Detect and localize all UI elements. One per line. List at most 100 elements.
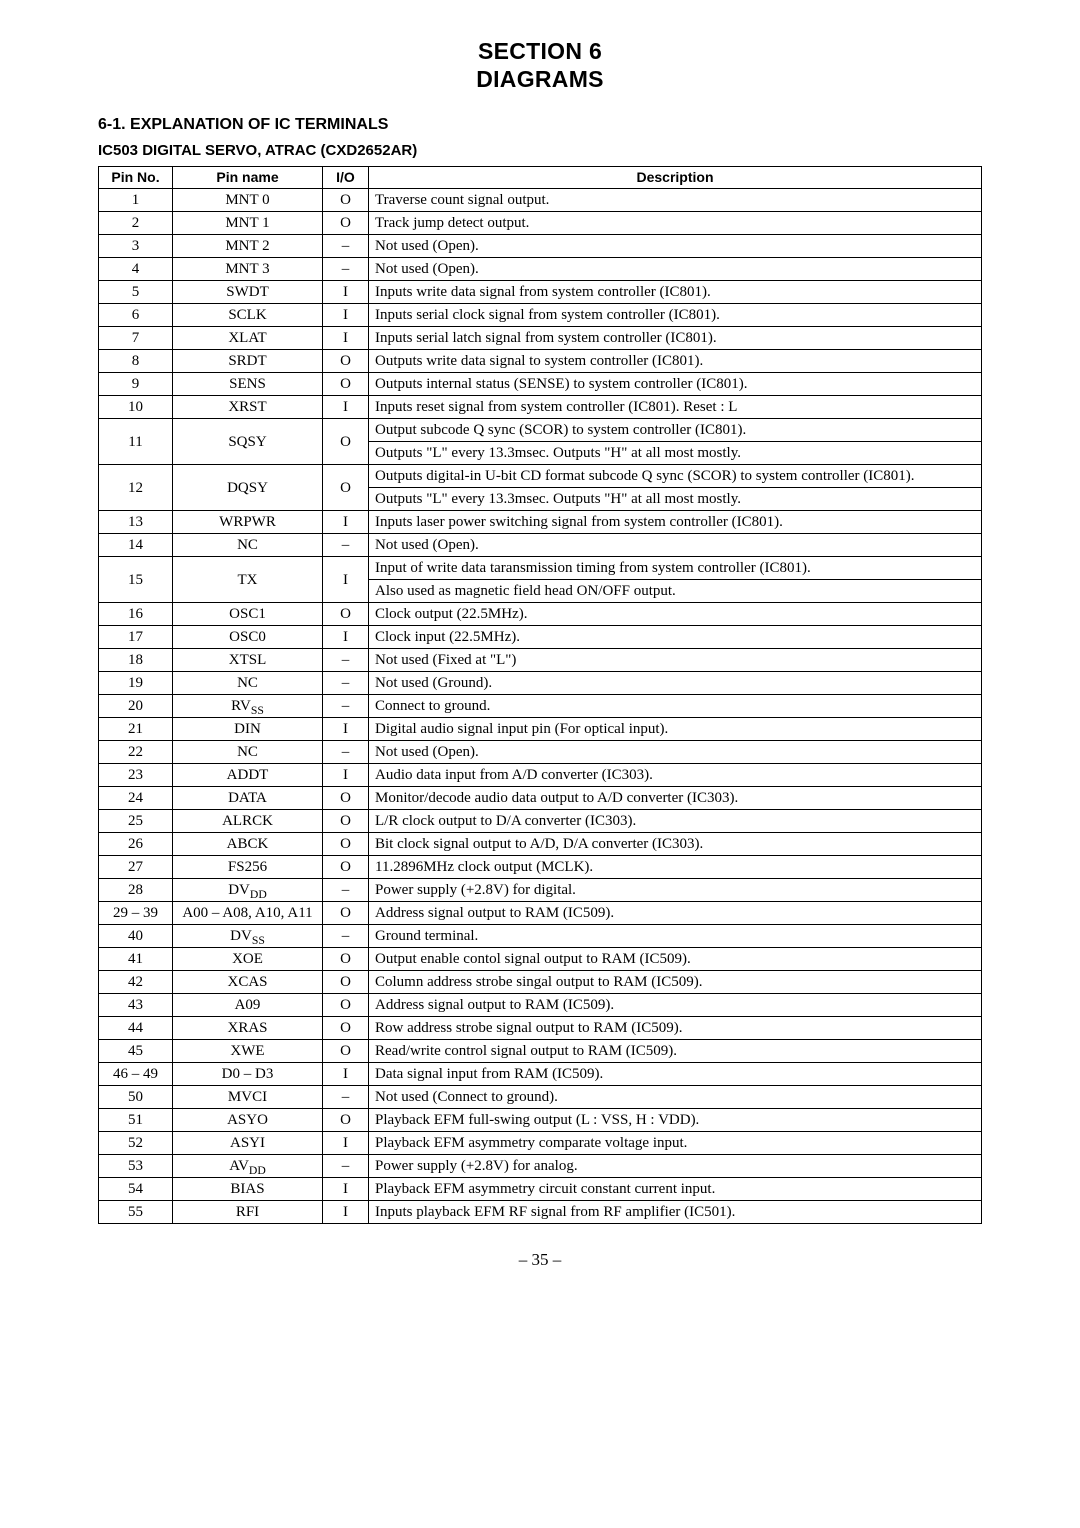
cell-io: O [323, 373, 369, 396]
cell-pin-no: 44 [99, 1017, 173, 1040]
cell-io: O [323, 1040, 369, 1063]
cell-description: Inputs laser power switching signal from… [369, 511, 982, 534]
cell-io: – [323, 879, 369, 902]
table-header-row: Pin No. Pin name I/O Description [99, 167, 982, 189]
cell-pin-no: 17 [99, 626, 173, 649]
table-row: 2MNT 1OTrack jump detect output. [99, 212, 982, 235]
table-row: 28DVDD–Power supply (+2.8V) for digital. [99, 879, 982, 902]
subsection-title: 6-1. EXPLANATION OF IC TERMINALS [98, 115, 982, 134]
th-pin-no: Pin No. [99, 167, 173, 189]
table-row: 24DATAOMonitor/decode audio data output … [99, 787, 982, 810]
cell-io: O [323, 810, 369, 833]
cell-description: Output subcode Q sync (SCOR) to system c… [369, 419, 982, 442]
cell-pin-no: 29 – 39 [99, 902, 173, 925]
cell-pin-name: SRDT [173, 350, 323, 373]
cell-io: O [323, 971, 369, 994]
cell-pin-name: BIAS [173, 1178, 323, 1201]
table-row: 4MNT 3–Not used (Open). [99, 258, 982, 281]
table-row: 21DINIDigital audio signal input pin (Fo… [99, 718, 982, 741]
cell-pin-no: 40 [99, 925, 173, 948]
cell-pin-name: NC [173, 534, 323, 557]
cell-pin-no: 18 [99, 649, 173, 672]
cell-io: I [323, 1201, 369, 1224]
cell-io: – [323, 672, 369, 695]
cell-io: I [323, 304, 369, 327]
cell-pin-no: 43 [99, 994, 173, 1017]
cell-io: O [323, 833, 369, 856]
table-row: 27FS256O11.2896MHz clock output (MCLK). [99, 856, 982, 879]
table-row: 40DVSS–Ground terminal. [99, 925, 982, 948]
cell-pin-name: XRST [173, 396, 323, 419]
cell-description: Playback EFM asymmetry comparate voltage… [369, 1132, 982, 1155]
cell-pin-name: DATA [173, 787, 323, 810]
cell-io: I [323, 1178, 369, 1201]
cell-description: Connect to ground. [369, 695, 982, 718]
cell-pin-no: 2 [99, 212, 173, 235]
cell-pin-name: FS256 [173, 856, 323, 879]
cell-io: – [323, 1086, 369, 1109]
table-row: 50MVCI–Not used (Connect to ground). [99, 1086, 982, 1109]
cell-description: Outputs "L" every 13.3msec. Outputs "H" … [369, 442, 982, 465]
table-row: 6SCLKIInputs serial clock signal from sy… [99, 304, 982, 327]
cell-description: Clock output (22.5MHz). [369, 603, 982, 626]
cell-pin-name: XRAS [173, 1017, 323, 1040]
cell-description: Outputs digital-in U-bit CD format subco… [369, 465, 982, 488]
cell-pin-name: MNT 2 [173, 235, 323, 258]
table-row: 23ADDTIAudio data input from A/D convert… [99, 764, 982, 787]
cell-description: Not used (Ground). [369, 672, 982, 695]
table-row: 45XWEORead/write control signal output t… [99, 1040, 982, 1063]
cell-description: 11.2896MHz clock output (MCLK). [369, 856, 982, 879]
cell-pin-no: 9 [99, 373, 173, 396]
cell-pin-name: OSC0 [173, 626, 323, 649]
cell-pin-no: 46 – 49 [99, 1063, 173, 1086]
cell-io: – [323, 741, 369, 764]
cell-io: O [323, 994, 369, 1017]
cell-pin-no: 55 [99, 1201, 173, 1224]
cell-pin-no: 13 [99, 511, 173, 534]
cell-pin-no: 15 [99, 557, 173, 603]
cell-description: Outputs "L" every 13.3msec. Outputs "H" … [369, 488, 982, 511]
cell-pin-name: XWE [173, 1040, 323, 1063]
cell-io: – [323, 925, 369, 948]
cell-pin-no: 14 [99, 534, 173, 557]
table-row: 22NC–Not used (Open). [99, 741, 982, 764]
cell-pin-name: AVDD [173, 1155, 323, 1178]
cell-description: Address signal output to RAM (IC509). [369, 902, 982, 925]
cell-description: Not used (Open). [369, 534, 982, 557]
cell-description: Inputs serial clock signal from system c… [369, 304, 982, 327]
cell-pin-name: XOE [173, 948, 323, 971]
cell-pin-no: 42 [99, 971, 173, 994]
cell-io: – [323, 695, 369, 718]
table-row: 9SENSOOutputs internal status (SENSE) to… [99, 373, 982, 396]
cell-pin-no: 27 [99, 856, 173, 879]
cell-pin-no: 19 [99, 672, 173, 695]
cell-io: I [323, 764, 369, 787]
cell-description: Inputs reset signal from system controll… [369, 396, 982, 419]
cell-description: Input of write data taransmission timing… [369, 557, 982, 580]
cell-pin-name: RFI [173, 1201, 323, 1224]
cell-description: Not used (Open). [369, 235, 982, 258]
th-desc: Description [369, 167, 982, 189]
section-line-2: DIAGRAMS [476, 66, 604, 92]
cell-pin-name: A09 [173, 994, 323, 1017]
table-row: 42XCASOColumn address strobe singal outp… [99, 971, 982, 994]
cell-description: Inputs write data signal from system con… [369, 281, 982, 304]
cell-io: O [323, 419, 369, 465]
table-row: 17OSC0IClock input (22.5MHz). [99, 626, 982, 649]
cell-pin-name: ASYI [173, 1132, 323, 1155]
cell-pin-name: ASYO [173, 1109, 323, 1132]
cell-pin-name: ADDT [173, 764, 323, 787]
cell-io: I [323, 1063, 369, 1086]
table-row: 55RFIIInputs playback EFM RF signal from… [99, 1201, 982, 1224]
cell-pin-name: MNT 0 [173, 189, 323, 212]
cell-description: Digital audio signal input pin (For opti… [369, 718, 982, 741]
cell-pin-no: 1 [99, 189, 173, 212]
cell-description: Power supply (+2.8V) for analog. [369, 1155, 982, 1178]
table-row: 12DQSYOOutputs digital-in U-bit CD forma… [99, 465, 982, 488]
cell-description: Inputs serial latch signal from system c… [369, 327, 982, 350]
cell-description: Read/write control signal output to RAM … [369, 1040, 982, 1063]
table-row: 11SQSYOOutput subcode Q sync (SCOR) to s… [99, 419, 982, 442]
table-row: 8SRDTOOutputs write data signal to syste… [99, 350, 982, 373]
table-row: 16OSC1OClock output (22.5MHz). [99, 603, 982, 626]
cell-pin-no: 11 [99, 419, 173, 465]
